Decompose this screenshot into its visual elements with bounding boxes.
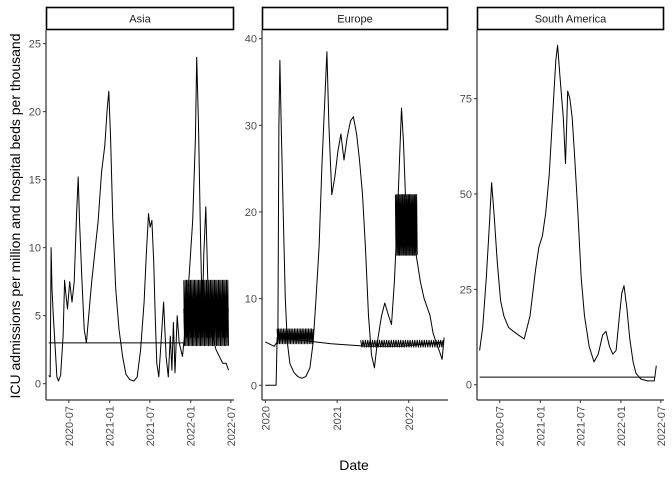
y-tick-label: 0 [35,379,41,391]
series-line-0 [48,56,229,382]
y-tick-label: 75 [460,94,472,106]
panel-south-america: South America 0 25 50 75 2020-07 2021-01 2021-0… [460,6,668,446]
series-line-3 [394,194,418,256]
y-tick-label: 30 [245,120,257,132]
panel-europe: Europe 0 10 20 30 40 2020 2021 2022 [245,6,449,430]
x-tick-label: 2021-07 [145,406,157,446]
strip-label: Europe [337,14,372,26]
y-tick-label: 0 [251,380,257,392]
y-tick-label: 10 [245,294,257,306]
series-line-2 [276,328,314,345]
strip-label: South America [535,14,607,26]
x-tick-label: 2021-01 [535,406,547,446]
series-group [479,44,657,382]
x-tick-label: 2022-07 [656,406,668,446]
series-line-3 [183,308,229,338]
x-tick-label: 2021-07 [575,406,587,446]
y-tick-label: 25 [29,39,41,51]
series-group [265,51,445,386]
series-line-4 [360,339,444,348]
series-line-1 [265,337,445,386]
y-tick-label: 25 [460,284,472,296]
strip-label: Asia [129,14,151,26]
x-tick-label: 2020 [260,406,272,430]
y-tick-label: 20 [245,207,257,219]
x-tick-label: 2021 [332,406,344,430]
series-group [48,56,229,382]
y-tick-label: 20 [29,107,41,119]
y-tick-label: 0 [466,380,472,392]
x-tick-label: 2021-01 [105,406,117,446]
series-line-0 [479,44,657,382]
x-axis-title: Date [339,457,369,473]
y-tick-label: 10 [29,243,41,255]
strip-box [476,6,665,31]
y-tick-label: 5 [35,311,41,323]
strip-box [261,6,449,31]
panels: Asia 0 5 10 15 20 25 2020-07 2021-01 2021-07 2022-… [29,6,668,446]
x-tick-label: 2020-07 [64,406,76,446]
x-tick-label: 2020-07 [495,406,507,446]
x-tick-label: 2022 [404,406,416,430]
x-tick-label: 2022-01 [616,406,628,446]
x-tick-label: 2022-07 [226,406,238,446]
y-tick-label: 50 [460,189,472,201]
panel-asia: Asia 0 5 10 15 20 25 2020-07 2021-01 2021-07 2022-… [29,6,238,446]
y-axis-title: ICU admissions per million and hospital … [7,34,23,399]
strip-box [45,6,235,31]
x-tick-label: 2022-01 [186,406,198,446]
y-tick-label: 40 [245,34,257,46]
y-tick-label: 15 [29,175,41,187]
